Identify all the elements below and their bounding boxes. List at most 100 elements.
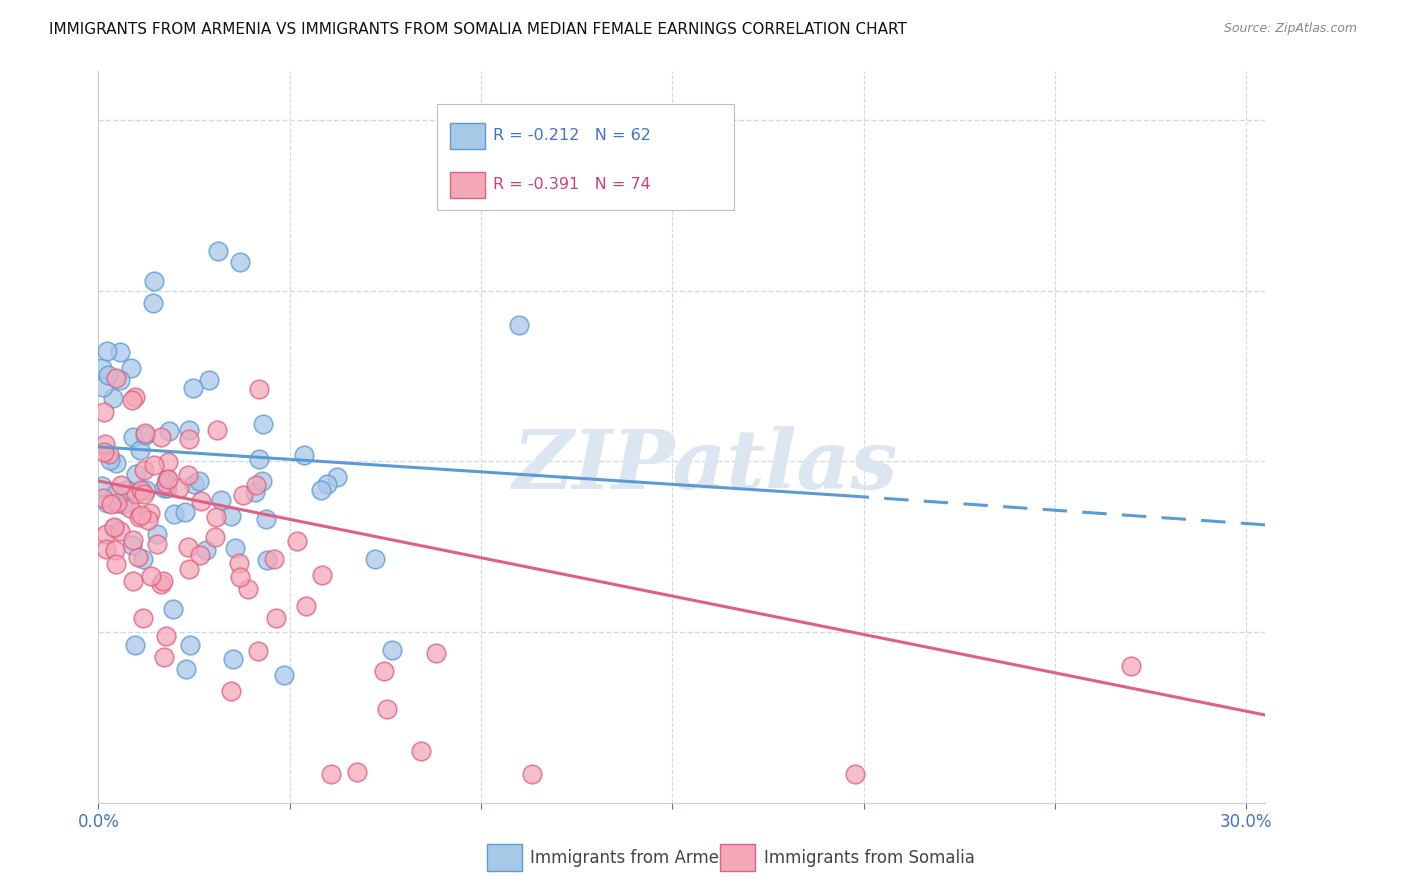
Point bbox=[100, 498, 122, 512]
Point bbox=[256, 553, 278, 567]
Point bbox=[91, 360, 114, 375]
Point bbox=[104, 542, 127, 557]
Point bbox=[134, 425, 156, 440]
Point bbox=[316, 477, 339, 491]
Point bbox=[228, 255, 250, 269]
Point bbox=[179, 562, 201, 576]
Point bbox=[157, 425, 180, 439]
FancyBboxPatch shape bbox=[486, 845, 522, 871]
Point bbox=[156, 472, 179, 486]
Point bbox=[91, 491, 114, 506]
Point bbox=[128, 443, 150, 458]
Point bbox=[142, 295, 165, 310]
Point bbox=[129, 483, 152, 497]
Point bbox=[311, 567, 333, 582]
Point bbox=[97, 447, 120, 461]
Point bbox=[105, 557, 128, 571]
Point bbox=[207, 244, 229, 258]
Point bbox=[219, 683, 242, 698]
Text: Source: ZipAtlas.com: Source: ZipAtlas.com bbox=[1223, 22, 1357, 36]
Text: Immigrants from Somalia: Immigrants from Somalia bbox=[763, 848, 974, 867]
Point bbox=[156, 472, 179, 486]
Point bbox=[177, 467, 200, 482]
Point bbox=[139, 507, 162, 521]
Point bbox=[174, 505, 197, 519]
Point bbox=[131, 508, 153, 522]
Point bbox=[108, 373, 131, 387]
Point bbox=[409, 744, 432, 758]
Point bbox=[135, 483, 157, 497]
Point bbox=[105, 496, 128, 510]
Point bbox=[93, 405, 115, 419]
Point bbox=[294, 449, 316, 463]
Text: R = -0.391   N = 74: R = -0.391 N = 74 bbox=[494, 178, 651, 193]
FancyBboxPatch shape bbox=[437, 104, 734, 211]
Point bbox=[162, 601, 184, 615]
Point bbox=[250, 474, 273, 488]
Point bbox=[124, 638, 146, 652]
Point bbox=[101, 391, 124, 405]
Point bbox=[326, 470, 349, 484]
Point bbox=[94, 437, 117, 451]
Point bbox=[179, 423, 201, 437]
Point bbox=[121, 393, 143, 408]
Text: IMMIGRANTS FROM ARMENIA VS IMMIGRANTS FROM SOMALIA MEDIAN FEMALE EARNINGS CORREL: IMMIGRANTS FROM ARMENIA VS IMMIGRANTS FR… bbox=[49, 22, 907, 37]
Point bbox=[247, 382, 270, 396]
Point bbox=[520, 766, 543, 780]
Point bbox=[115, 483, 138, 498]
Point bbox=[224, 541, 246, 555]
Point bbox=[177, 541, 200, 555]
Point bbox=[131, 611, 153, 625]
Point bbox=[254, 512, 277, 526]
FancyBboxPatch shape bbox=[450, 122, 485, 149]
Point bbox=[508, 318, 530, 333]
Point bbox=[120, 360, 142, 375]
Point bbox=[143, 458, 166, 472]
FancyBboxPatch shape bbox=[450, 171, 485, 198]
Point bbox=[121, 538, 143, 552]
Point bbox=[96, 526, 118, 541]
Point bbox=[263, 552, 285, 566]
Point bbox=[96, 344, 118, 359]
Point bbox=[232, 488, 254, 502]
Point bbox=[319, 766, 342, 780]
Point bbox=[103, 521, 125, 535]
Text: R = -0.212   N = 62: R = -0.212 N = 62 bbox=[494, 128, 651, 144]
Point bbox=[205, 510, 228, 524]
Point bbox=[143, 274, 166, 288]
Point bbox=[121, 574, 143, 588]
Point bbox=[156, 454, 179, 468]
Point bbox=[373, 665, 395, 679]
Point bbox=[156, 481, 179, 495]
Point bbox=[127, 550, 149, 565]
Point bbox=[205, 424, 228, 438]
Point bbox=[247, 644, 270, 658]
Point bbox=[177, 433, 200, 447]
Point bbox=[96, 496, 118, 510]
Point bbox=[132, 551, 155, 566]
Point bbox=[152, 574, 174, 588]
Point bbox=[229, 570, 252, 584]
Point bbox=[155, 475, 177, 490]
Point bbox=[1121, 659, 1143, 673]
Point bbox=[124, 390, 146, 404]
Point bbox=[132, 463, 155, 477]
Point bbox=[346, 764, 368, 779]
Point bbox=[110, 478, 132, 492]
Point bbox=[93, 444, 115, 458]
Point bbox=[209, 492, 232, 507]
Point bbox=[219, 508, 242, 523]
Point bbox=[103, 520, 125, 534]
Point bbox=[311, 483, 333, 497]
Point bbox=[179, 638, 201, 652]
Point bbox=[97, 368, 120, 383]
Point bbox=[183, 477, 205, 491]
Point bbox=[150, 577, 173, 591]
Point bbox=[266, 610, 288, 624]
Point bbox=[198, 373, 221, 387]
Point bbox=[363, 551, 385, 566]
Point bbox=[145, 526, 167, 541]
Point bbox=[146, 537, 169, 551]
Point bbox=[108, 345, 131, 359]
Point bbox=[105, 456, 128, 470]
